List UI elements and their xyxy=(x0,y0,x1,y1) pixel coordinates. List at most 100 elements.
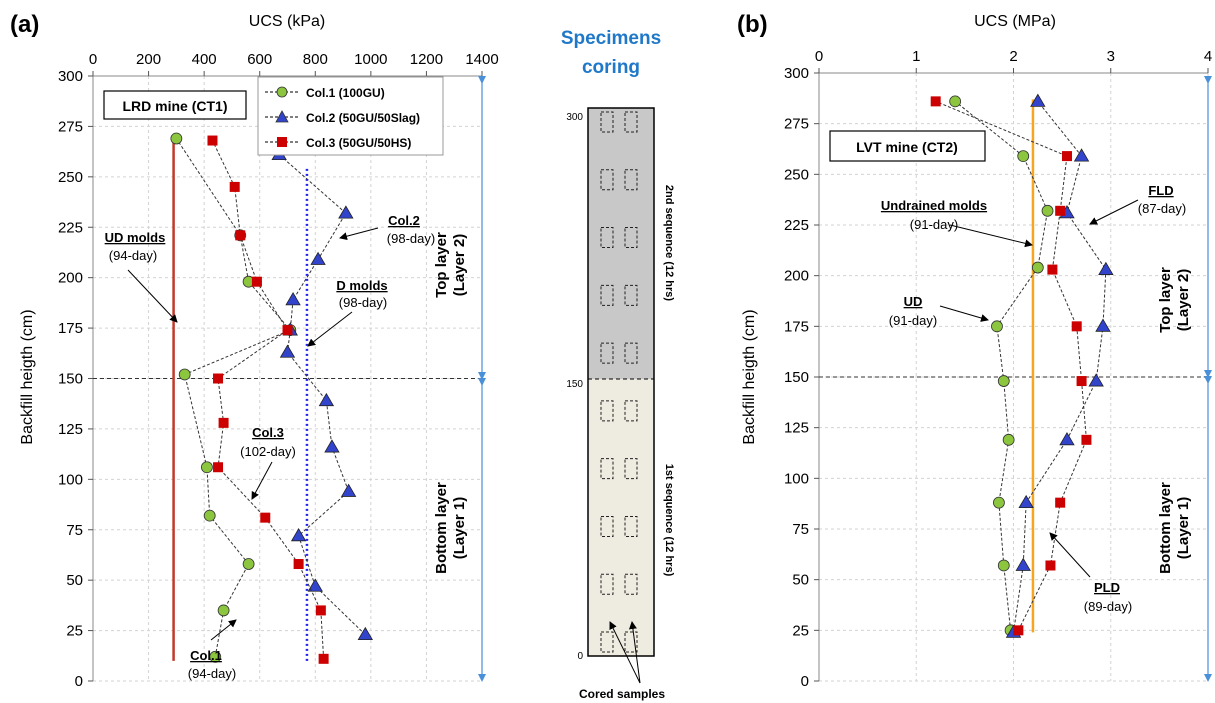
arrow-undrained-molds xyxy=(949,224,1033,248)
b-ytick-label-1: 25 xyxy=(792,622,809,639)
arrow-d-molds xyxy=(307,311,353,347)
annotation-col1: Col.1 xyxy=(190,648,222,663)
arrow-fld xyxy=(1089,199,1139,225)
a-series-0-point-3 xyxy=(203,509,216,522)
panel-b-y-ticks: 0 25 50 75 100 125 150 175 200 225 250 275 300 xyxy=(784,65,819,690)
a-series-0-point-0 xyxy=(209,650,222,663)
a-series-1-point-3 xyxy=(340,483,357,497)
b-series-2-point-3 xyxy=(1081,434,1092,445)
a-ytick-label-6: 150 xyxy=(58,371,83,388)
b-series-0-point-5 xyxy=(991,320,1003,333)
panel-a-layer-bottom-line2: (Layer 1) xyxy=(451,497,468,560)
a-series-1-line xyxy=(278,154,366,635)
b-series-1-line xyxy=(1013,101,1107,633)
a-series-0-point-4 xyxy=(201,461,213,474)
b-xtick-label-2: 2 xyxy=(1009,48,1017,65)
a-series-1-point-10 xyxy=(338,205,354,219)
a-series-1-point-0 xyxy=(357,626,373,641)
b-series-0-point-9 xyxy=(949,95,962,108)
b-series-1-point-4 xyxy=(1088,373,1104,387)
coring-arrow-left xyxy=(609,621,641,684)
panel-b-x-ticks: 0 1 2 3 4 xyxy=(815,48,1212,73)
coring-title-line2: coring xyxy=(582,57,640,78)
a-series-1-point-2 xyxy=(290,528,307,542)
panel-b-grid xyxy=(818,72,1209,682)
b-ytick-label-5: 125 xyxy=(784,420,809,437)
cored-sample-3-0 xyxy=(600,284,614,306)
a-series-2-point-1 xyxy=(315,605,326,616)
b-ytick-label-3: 75 xyxy=(792,521,809,538)
arrow-col3 xyxy=(251,461,273,500)
panel-b-mine-box xyxy=(829,130,986,162)
annotation-fld-age: (87-day) xyxy=(1138,201,1186,216)
coring-tick-mid: 150 xyxy=(566,379,583,390)
a-series-2-point-8 xyxy=(251,276,262,287)
arrow-col1 xyxy=(210,619,237,641)
cored-sample-2-1 xyxy=(624,227,638,249)
b-series-2-point-9 xyxy=(930,96,941,107)
b-series-0-point-1 xyxy=(997,559,1010,572)
cored-sample-7-0 xyxy=(600,515,614,537)
a-series-2-point-11 xyxy=(207,135,218,146)
a-xtick-label-4: 800 xyxy=(303,51,328,68)
a-series-2-line xyxy=(212,140,325,659)
legend-marker-col1 xyxy=(276,86,288,98)
cored-sample-4-1 xyxy=(624,342,638,364)
panel-b-layer-bottom-line2: (Layer 1) xyxy=(1175,497,1192,560)
a-series-1-point-9 xyxy=(310,251,326,265)
a-ytick-label-9: 225 xyxy=(58,219,83,236)
cored-sample-7-1 xyxy=(624,515,638,537)
annotation-ud-age: (91-day) xyxy=(889,313,937,328)
panel-b-ylabel: Backfill heigth (cm) xyxy=(741,309,758,444)
a-ytick-label-10: 250 xyxy=(58,169,83,186)
b-series-1-point-5 xyxy=(1095,318,1111,332)
annotation-col3-age: (102-day) xyxy=(240,444,296,459)
a-xtick-label-7: 1400 xyxy=(465,51,498,68)
a-ytick-label-8: 200 xyxy=(58,270,83,287)
b-series-0-point-2 xyxy=(993,496,1005,509)
b-ytick-label-7: 175 xyxy=(784,318,809,335)
b-series-0-point-6 xyxy=(1031,261,1044,274)
panel-b-layer-top-line1: Top layer xyxy=(1157,267,1174,333)
coring-tick-bottom: 0 xyxy=(577,651,583,662)
a-series-2-point-6 xyxy=(213,373,224,384)
a-ytick-label-12: 300 xyxy=(58,68,83,85)
b-series-2-point-4 xyxy=(1076,376,1087,387)
cored-sample-8-0 xyxy=(600,573,614,595)
panel-a-y-ticks: 0 25 50 75 100 125 150 175 200 225 250 275 300 xyxy=(58,68,93,690)
b-ytick-label-10: 250 xyxy=(784,166,809,183)
b-ytick-label-2: 50 xyxy=(792,572,809,589)
b-series-1-point-3 xyxy=(1059,432,1075,446)
panel-a-layer-bottom-line1: Bottom layer xyxy=(433,482,450,574)
cored-sample-5-1 xyxy=(624,400,638,422)
coring-cored-samples-label: Cored samples xyxy=(579,687,665,701)
cored-sample-6-0 xyxy=(600,458,614,480)
annotation-d-molds: D molds xyxy=(336,278,387,293)
panel-b-series xyxy=(930,93,1114,638)
b-series-1-point-8 xyxy=(1073,148,1090,162)
legend-marker-col2 xyxy=(275,110,289,123)
a-series-2-point-5 xyxy=(218,417,229,428)
coring-samples xyxy=(600,111,638,653)
panel-a-grid xyxy=(92,75,483,682)
a-series-0-point-5 xyxy=(178,368,191,381)
a-ytick-label-0: 0 xyxy=(75,673,83,690)
a-xtick-label-1: 200 xyxy=(136,51,161,68)
a-series-2-point-9 xyxy=(235,230,246,241)
panel-b: (b) UCS (MPa) Backfill heigth (cm) 0 1 2 3 4… xyxy=(737,11,1212,690)
annotation-ud-molds: UD molds xyxy=(105,230,166,245)
panel-a-label: (a) xyxy=(10,11,39,38)
panel-a-x-ticks: 0 200 400 600 800 1000 1200 1400 xyxy=(89,51,499,76)
annotation-col3: Col.3 xyxy=(252,425,284,440)
a-ytick-label-3: 75 xyxy=(66,522,83,539)
b-xtick-label-4: 4 xyxy=(1204,48,1212,65)
legend-box xyxy=(257,76,444,156)
panel-a-mine-box xyxy=(103,90,247,120)
b-ytick-label-8: 200 xyxy=(784,268,809,285)
cored-sample-1-1 xyxy=(624,169,638,191)
a-series-2-point-10 xyxy=(229,181,240,192)
panel-b-layer-bottom-line1: Bottom layer xyxy=(1157,482,1174,574)
panel-a-layer-top-line2: (Layer 2) xyxy=(451,234,468,297)
b-series-2-point-6 xyxy=(1047,264,1058,275)
a-xtick-label-6: 1200 xyxy=(410,51,443,68)
